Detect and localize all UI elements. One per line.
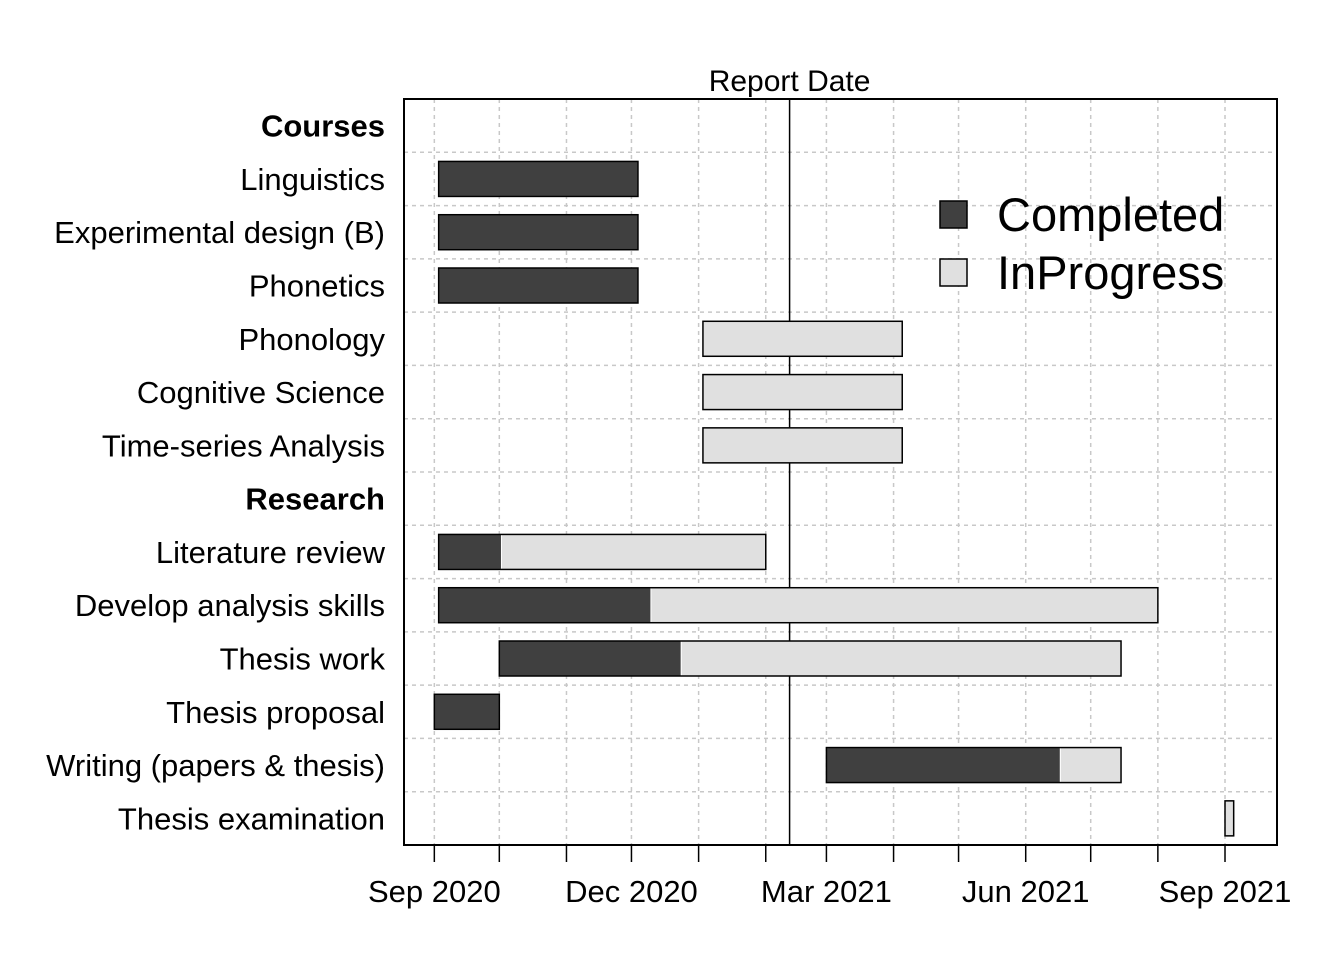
bar-outline: [1224, 800, 1235, 837]
bar-completed: [438, 160, 639, 197]
legend-swatch: [939, 200, 968, 229]
bar-completed: [438, 533, 502, 570]
report-date-marker: Report Date: [709, 65, 871, 845]
bar-outline: [437, 213, 639, 251]
bar-in-progress: [702, 374, 903, 411]
bar-in-progress: [650, 587, 1159, 624]
task-label: Thesis examination: [118, 801, 385, 836]
bar-in-progress: [500, 533, 767, 570]
bar-outline: [437, 586, 1159, 624]
task-label: Experimental design (B): [54, 215, 385, 250]
task-label: Time-series Analysis: [102, 428, 385, 463]
bar-in-progress: [1224, 800, 1235, 837]
bar-completed: [438, 214, 639, 251]
task-label: Phonetics: [249, 269, 385, 304]
task-label: Phonology: [238, 322, 385, 357]
row-labels: Courses Linguistics Experimental design (B…: [46, 109, 385, 837]
bar-outline: [702, 373, 903, 411]
bar-outline: [437, 160, 639, 198]
bar-in-progress: [680, 640, 1122, 677]
bar-in-progress: [1059, 747, 1122, 784]
bar-outline: [437, 533, 767, 571]
gantt-bars: [433, 160, 1235, 837]
bar-in-progress: [702, 427, 903, 464]
bar-outline: [702, 427, 903, 464]
bar-outline: [702, 320, 903, 358]
bar-completed: [825, 747, 1061, 784]
bar-completed: [498, 640, 682, 677]
legend-label: InProgress: [997, 246, 1224, 299]
x-tick-label: Mar 2021: [761, 874, 892, 909]
legend-label: Completed: [997, 188, 1224, 241]
bar-in-progress: [702, 320, 903, 357]
bar-completed: [433, 693, 500, 730]
x-tick-label: Jun 2021: [962, 874, 1090, 909]
bar-completed: [438, 267, 639, 304]
task-label: Thesis proposal: [166, 695, 385, 730]
legend-swatch: [939, 258, 968, 287]
section-header-label: Research: [245, 482, 385, 517]
task-label: Develop analysis skills: [75, 588, 385, 623]
task-label: Cognitive Science: [137, 375, 385, 410]
report-date-label: Report Date: [709, 65, 871, 98]
task-label: Literature review: [156, 535, 386, 570]
task-label: Writing (papers & thesis): [46, 748, 385, 783]
x-tick-label: Sep 2021: [1159, 874, 1292, 909]
section-header-label: Courses: [261, 109, 385, 144]
x-tick-label: Dec 2020: [565, 874, 698, 909]
bar-outline: [498, 640, 1122, 677]
bar-outline: [437, 267, 639, 304]
task-label: Thesis work: [220, 642, 386, 677]
x-axis: Sep 2020 Dec 2020 Mar 2021 Jun 2021 Sep 2021: [368, 845, 1291, 909]
grid-lines: [404, 99, 1277, 845]
bar-completed: [438, 587, 652, 624]
plot-border: [403, 98, 1278, 846]
task-label: Linguistics: [240, 162, 385, 197]
bar-outline: [825, 746, 1122, 784]
x-tick-label: Sep 2020: [368, 874, 501, 909]
bar-outline: [433, 693, 501, 731]
